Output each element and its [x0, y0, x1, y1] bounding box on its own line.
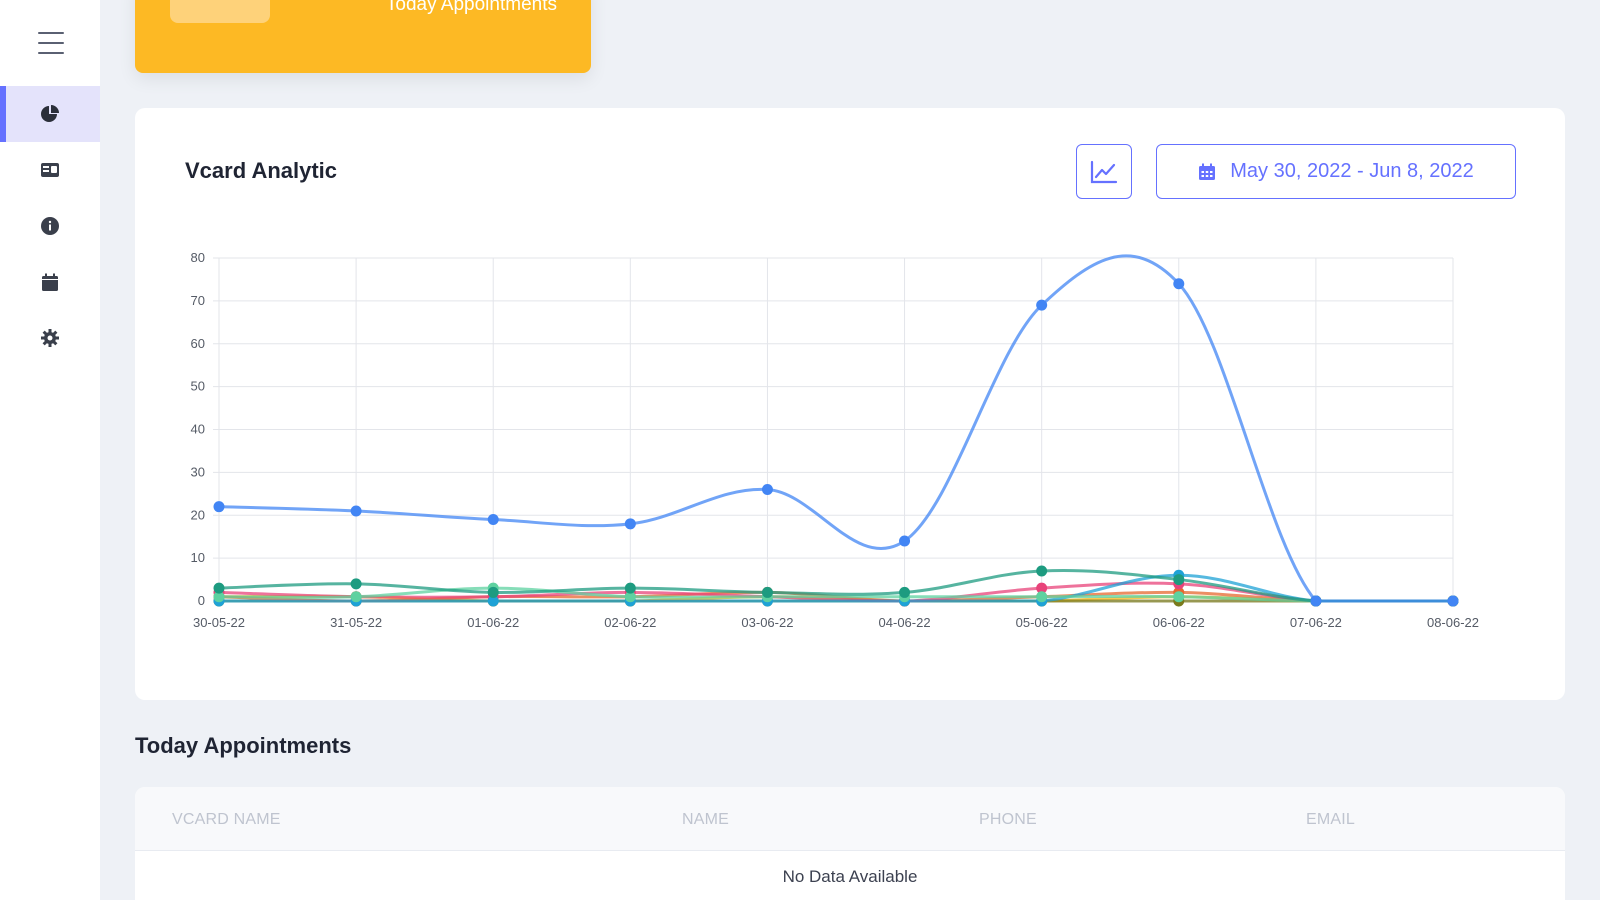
- x-tick-label: 30-05-22: [193, 615, 245, 630]
- data-point: [899, 586, 911, 598]
- data-point: [213, 591, 225, 603]
- data-point: [1173, 591, 1185, 603]
- data-point: [213, 582, 225, 594]
- x-tick-label: 06-06-22: [1153, 615, 1205, 630]
- series-line: [218, 586, 1453, 603]
- date-range-picker[interactable]: May 30, 2022 - Jun 8, 2022: [1156, 144, 1516, 199]
- y-tick-label: 40: [191, 422, 205, 437]
- y-tick-label: 10: [191, 550, 205, 565]
- line-chart-icon: [1090, 160, 1118, 183]
- today-appointments-stat-card[interactable]: Today Appointments: [135, 0, 591, 73]
- data-point: [487, 586, 499, 598]
- calendar-icon: [42, 273, 58, 291]
- data-point: [487, 514, 499, 526]
- today-appointments-title: Today Appointments: [135, 733, 352, 758]
- y-tick-label: 50: [191, 379, 205, 394]
- empty-table-message: No Data Available: [782, 867, 918, 886]
- data-point: [761, 586, 773, 598]
- table-header-row: VCARD NAME NAME PHONE EMAIL: [135, 787, 1565, 851]
- date-range-text: May 30, 2022 - Jun 8, 2022: [1230, 160, 1474, 182]
- column-header-email[interactable]: EMAIL: [1306, 811, 1356, 828]
- id-card-icon: [41, 163, 59, 177]
- data-point: [624, 591, 636, 603]
- data-point: [624, 518, 636, 530]
- data-point: [350, 591, 362, 603]
- pie-chart-icon: [41, 105, 59, 122]
- data-point: [1173, 574, 1185, 586]
- data-point: [213, 501, 225, 513]
- x-tick-label: 04-06-22: [879, 615, 931, 630]
- column-header-name[interactable]: NAME: [682, 811, 730, 828]
- data-point: [1036, 591, 1048, 603]
- sidebar-item-settings[interactable]: [0, 310, 100, 366]
- data-point: [761, 484, 773, 496]
- sidebar-item-dashboard[interactable]: [0, 86, 100, 142]
- x-tick-label: 05-06-22: [1016, 615, 1068, 630]
- sidebar-item-vcards[interactable]: [0, 142, 100, 198]
- appointments-table: VCARD NAME NAME PHONE EMAIL No Data Avai…: [135, 787, 1565, 900]
- sidebar-item-appointments[interactable]: [0, 254, 100, 310]
- x-tick-label: 08-06-22: [1427, 615, 1479, 630]
- data-point: [1447, 595, 1459, 607]
- data-point: [487, 595, 499, 607]
- series-line: [218, 568, 1453, 603]
- stat-icon-box: [170, 0, 270, 23]
- info-circle-icon: [41, 217, 59, 235]
- data-point: [624, 582, 636, 594]
- chart-axes: 0 10 20 30 40 50 60 70 80 30-05-22 31-05-22 01-06-2…: [191, 250, 1479, 630]
- y-tick-label: 30: [191, 464, 205, 479]
- sidebar-item-info[interactable]: [0, 198, 100, 254]
- vcard-analytic-card: Vcard Analytic May 30, 2022 - Jun 8, 202…: [135, 108, 1565, 700]
- data-point: [1310, 595, 1322, 607]
- y-tick-label: 60: [191, 336, 205, 351]
- series-line: [218, 254, 1453, 603]
- column-header-phone[interactable]: PHONE: [979, 811, 1037, 828]
- stat-card-label: Today Appointments: [385, 0, 557, 15]
- data-point: [350, 578, 362, 590]
- y-tick-label: 70: [191, 293, 205, 308]
- hamburger-menu-icon[interactable]: [38, 32, 64, 54]
- y-tick-label: 0: [198, 593, 205, 608]
- analytic-title: Vcard Analytic: [185, 158, 338, 183]
- x-tick-label: 31-05-22: [330, 615, 382, 630]
- data-point: [1036, 299, 1048, 311]
- y-tick-label: 80: [191, 250, 205, 265]
- chart-series: [213, 254, 1459, 607]
- data-point: [1036, 565, 1048, 577]
- data-point: [1036, 582, 1048, 594]
- data-point: [350, 505, 362, 517]
- y-tick-label: 20: [191, 507, 205, 522]
- chart-type-toggle-button[interactable]: [1076, 144, 1132, 199]
- sidebar: [0, 0, 100, 900]
- data-point: [1173, 278, 1185, 290]
- chart-grid: [213, 257, 1454, 607]
- calendar-icon: [1199, 163, 1216, 180]
- x-tick-label: 02-06-22: [604, 615, 656, 630]
- x-tick-label: 01-06-22: [467, 615, 519, 630]
- vcard-analytic-line-chart: 0 10 20 30 40 50 60 70 80 30-05-22 31-05-22 01-06-2…: [191, 250, 1479, 630]
- x-tick-label: 03-06-22: [741, 615, 793, 630]
- x-tick-label: 07-06-22: [1290, 615, 1342, 630]
- column-header-vcard-name[interactable]: VCARD NAME: [172, 811, 281, 828]
- data-point: [899, 535, 911, 547]
- gear-icon: [41, 329, 59, 347]
- series-line: [218, 573, 1453, 603]
